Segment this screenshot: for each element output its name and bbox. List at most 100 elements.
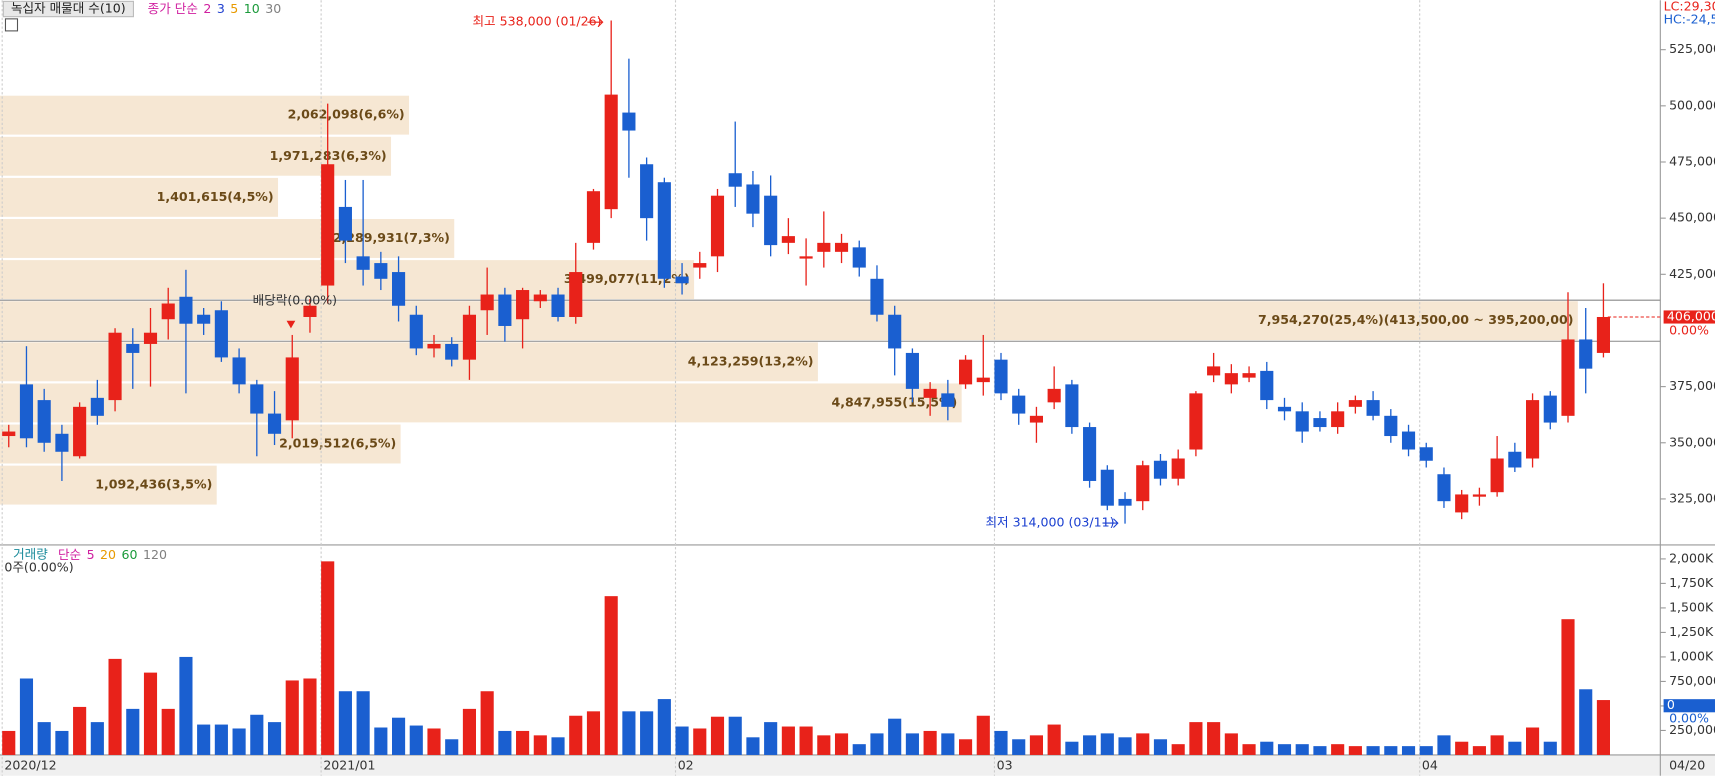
volume-bar [533,735,547,755]
volume-bar [108,658,122,755]
volume-bar [321,561,335,755]
volume-bar [852,744,866,755]
candle-body [462,314,476,360]
volume-bar [764,722,778,755]
volume-bar [551,737,565,755]
volume-bar [409,725,423,755]
volume-bar [232,728,246,755]
volume-bar [427,728,441,755]
ma-legend: 단순 5 20 60 120 [58,546,167,561]
y-tick-label: 500,000 [1669,97,1715,112]
volume-profile-label: 4,123,259(13,2%) [688,353,814,368]
ma-legend-period: 5 [87,546,95,561]
candle-body [73,406,87,457]
candle-body [321,164,335,286]
volume-bar [905,733,919,755]
candle-body [161,303,175,320]
volume-bar [1508,741,1522,755]
end-date: 04/20 [1669,757,1705,772]
candle-body [250,384,264,414]
last-price-change: 0.00% [1669,323,1709,338]
volume-bar [994,730,1008,755]
volume-bar [356,691,370,755]
volume-bar [445,739,459,755]
volume-bar [374,727,388,755]
volume-profile-label: 2,019,512(6,5%) [279,436,396,451]
volume-profile-label: 1,092,436(3,5%) [95,477,212,492]
volume-bar [586,711,601,755]
chart-title: 녹십자 매물대 수(10) [11,1,126,16]
lc-label: LC:29,30 [1664,0,1715,13]
volume-profile-band [0,95,410,135]
volume-bar [338,691,352,755]
candle-body [214,310,228,358]
volume-bar [976,715,990,755]
candle-body [126,343,140,353]
ma-legend-period: 10 [244,1,260,16]
volume-bar [55,730,69,755]
volume-bar [1384,746,1398,755]
volume-bar [693,728,707,755]
candle-body [445,343,459,360]
candle-body [374,263,388,279]
ex-dividend-marker [286,320,296,329]
candle-body [1437,474,1451,502]
volume-bar [1189,722,1203,755]
candle-body [1012,395,1026,414]
candle-body [1189,393,1203,450]
volume-bar [622,711,636,755]
last-price-label: 406,000 [1667,308,1715,323]
volume-bar [1065,741,1079,755]
volume-bar [161,708,175,755]
candle-body [1171,458,1185,479]
candle-body [1579,339,1593,369]
volume-bar [179,656,193,755]
volume-bar [250,714,264,755]
volume-bar [834,733,849,755]
volume-status: 0주(0.00%) [4,559,73,574]
candle-body [976,377,990,383]
volume-bar [959,739,973,755]
volume-bar [1260,741,1274,755]
candle-body [1348,400,1362,407]
table-icon[interactable] [4,18,19,32]
volume-profile-band [0,177,279,217]
volume-bar [1472,746,1486,755]
volume-bar [1012,739,1026,755]
ex-dividend-annotation: 배당락(0.00%) [253,293,337,308]
volume-bar [1490,735,1504,755]
x-tick-label: 04 [1422,757,1438,772]
last-volume-change: 0.00% [1669,710,1709,725]
candle-body [1295,411,1309,432]
volume-bar [604,596,618,755]
ma-legend-period: 30 [265,1,281,16]
volume-bar [1136,733,1150,755]
candle-body [551,294,565,317]
ma-legend-label: 단순 [58,546,81,561]
candle-body [640,164,654,219]
y-tick-label: 1,250K [1669,624,1714,639]
candle-body [1136,465,1150,502]
candle-body [710,195,725,257]
volume-bar [1277,744,1292,755]
volume-bar [1579,689,1593,755]
candle-body [1490,458,1504,493]
ma-legend-period: 120 [143,546,167,561]
volume-bar [870,733,884,755]
candle-body [657,182,671,279]
candle-body [392,272,406,306]
candle-body [197,314,211,324]
volume-bar [569,715,583,755]
candle-body [888,314,902,349]
candle-body [834,242,849,252]
volume-profile-band [0,383,962,423]
volume-bar [143,672,158,755]
volume-bar [817,735,831,755]
candle-body [1260,370,1274,401]
volume-bar [781,726,795,755]
candle-body [19,384,34,439]
candle-body [622,112,636,131]
candle-body [1277,406,1292,412]
candle-body [675,276,689,284]
volume-bar [37,722,51,755]
